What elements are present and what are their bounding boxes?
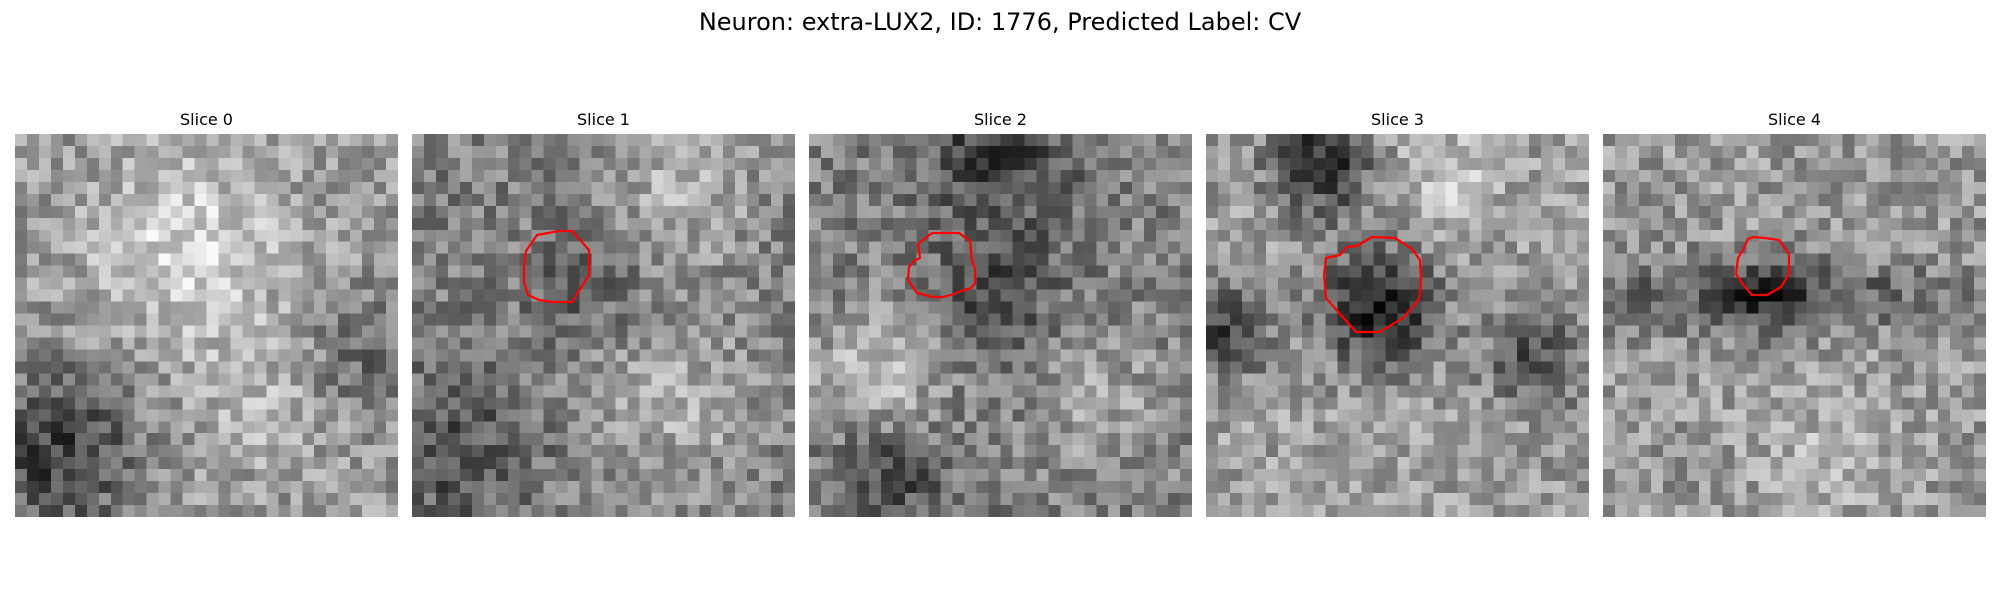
slice-panel-0: Slice 0 xyxy=(15,108,398,517)
slice-image-4 xyxy=(1603,134,1986,517)
slice-panel-4: Slice 4 xyxy=(1603,108,1986,517)
slice-panel-3: Slice 3 xyxy=(1206,108,1589,517)
slice-image-3 xyxy=(1206,134,1589,517)
figure-title: Neuron: extra-LUX2, ID: 1776, Predicted … xyxy=(698,8,1302,36)
slice-title-1: Slice 1 xyxy=(577,110,630,129)
slice-title-4: Slice 4 xyxy=(1768,110,1821,129)
slice-panel-2: Slice 2 xyxy=(809,108,1192,517)
slice-title-0: Slice 0 xyxy=(180,110,233,129)
slice-image-2 xyxy=(809,134,1192,517)
slice-contour-3 xyxy=(1322,235,1423,334)
slice-contour-2 xyxy=(906,231,977,299)
slice-image-0 xyxy=(15,134,398,517)
slice-image-1 xyxy=(412,134,795,517)
slice-title-2: Slice 2 xyxy=(974,110,1027,129)
slice-panel-1: Slice 1 xyxy=(412,108,795,517)
slice-contour-1 xyxy=(522,229,591,304)
slice-title-3: Slice 3 xyxy=(1371,110,1424,129)
slice-contour-4 xyxy=(1734,235,1791,297)
